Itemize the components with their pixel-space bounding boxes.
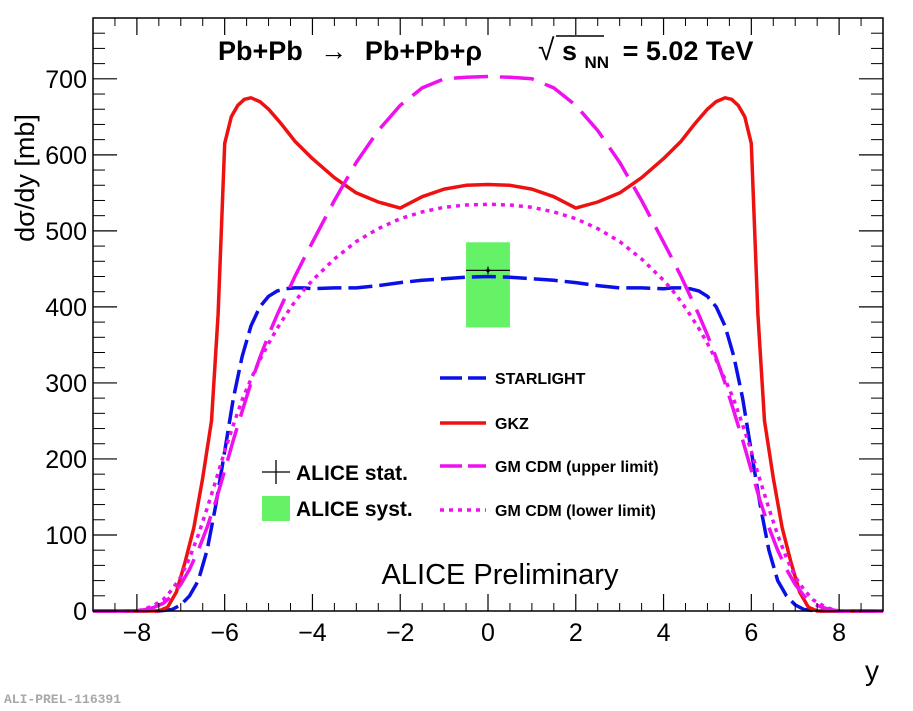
title-reaction-lhs: Pb+Pb (218, 36, 303, 66)
series-gkz-line (93, 96, 883, 613)
x-axis-label: y (865, 655, 879, 686)
legend-syst-swatch (262, 496, 290, 521)
series-gm-upper-line (93, 74, 883, 613)
chart-title: Pb+Pb → Pb+Pb+ρ (218, 36, 482, 66)
x-tick-label: 6 (744, 619, 758, 647)
energy-var: s (562, 36, 577, 66)
x-tick-label: −8 (123, 619, 152, 647)
energy-value: = 5.02 TeV (623, 36, 754, 66)
x-tick-label: 4 (657, 619, 671, 647)
axis-ticks: −8 −6 −4 −2 0 2 4 6 8 0 100 200 300 400 500 600 700 (45, 17, 884, 647)
title-reaction-rhs: Pb+Pb+ρ (365, 36, 482, 66)
y-tick-label: 0 (73, 598, 87, 626)
legend-left: ALICE stat. ALICE syst. (262, 460, 413, 521)
y-tick-label: 300 (45, 370, 87, 398)
y-tick-label: 700 (45, 66, 87, 94)
alice-data-point (466, 266, 510, 275)
y-tick-label: 600 (45, 142, 87, 170)
y-tick-label: 200 (45, 446, 87, 474)
alice-syst-box (466, 242, 510, 328)
x-tick-label: 0 (481, 619, 495, 647)
title-energy: √ s NN = 5.02 TeV (538, 34, 753, 74)
legend-right: STARLIGHT GKZ GM CDM (upper limit) GM CDM (… (440, 371, 659, 520)
sqrt-symbol: √ (538, 34, 555, 67)
legend-series-gm-lower-label: GM CDM (lower limit) (495, 503, 656, 520)
figure-id: ALI-PREL-116391 (4, 692, 121, 707)
legend-alice-stat-label: ALICE stat. (296, 462, 408, 485)
legend-series-gkz-label: GKZ (495, 416, 529, 433)
y-tick-label: 500 (45, 218, 87, 246)
y-tick-label: 400 (45, 294, 87, 322)
alice-point-marker (486, 268, 490, 273)
alice-preliminary-label: ALICE Preliminary (382, 559, 619, 591)
x-tick-label: −4 (298, 619, 327, 647)
x-tick-label: 2 (569, 619, 583, 647)
title-arrow: → (320, 36, 347, 66)
legend-series-starlight-label: STARLIGHT (495, 371, 586, 388)
legend-alice-syst-label: ALICE syst. (296, 498, 413, 521)
x-tick-label: −6 (210, 619, 239, 647)
energy-sub: NN (585, 53, 610, 72)
y-tick-label: 100 (45, 522, 87, 550)
y-axis-label: dσ/dy [mb] (10, 114, 40, 242)
x-tick-label: −2 (386, 619, 415, 647)
series-layer (93, 74, 883, 613)
x-tick-label: 8 (832, 619, 846, 647)
legend-series-gm-upper-label: GM CDM (upper limit) (495, 459, 659, 476)
